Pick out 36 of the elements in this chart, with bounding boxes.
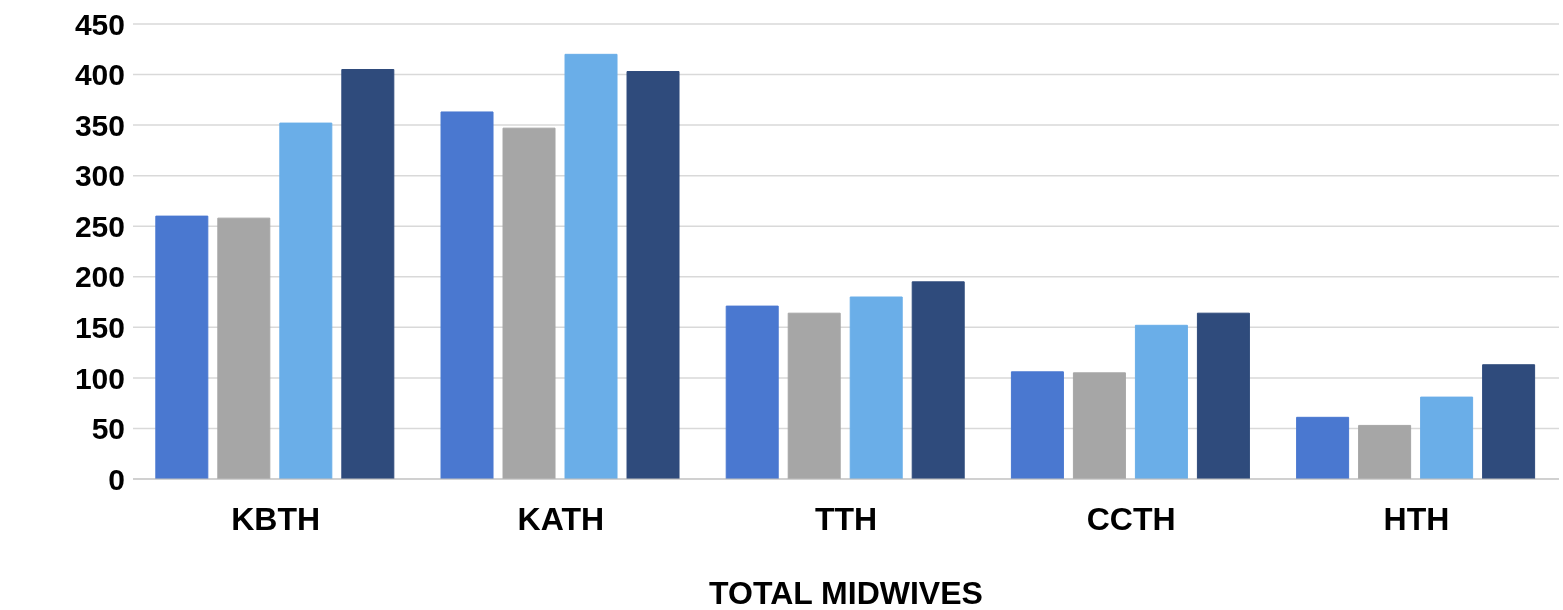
x-tick-label: CCTH — [1086, 500, 1176, 537]
bar — [849, 296, 903, 479]
bar — [1072, 372, 1126, 479]
bar — [1358, 424, 1412, 479]
bar — [911, 281, 965, 479]
bar — [725, 305, 779, 479]
bar — [564, 53, 618, 479]
bar — [1010, 371, 1064, 479]
bar — [502, 127, 556, 479]
y-tick-label: 0 — [108, 462, 125, 496]
y-tick-label: 450 — [74, 7, 125, 41]
x-tick-label: HTH — [1383, 500, 1450, 537]
y-tick-label: 250 — [74, 209, 125, 243]
bar — [440, 111, 494, 479]
bar — [626, 71, 680, 479]
bar — [217, 217, 271, 479]
bar — [279, 122, 333, 479]
x-tick-label: KATH — [517, 500, 605, 537]
bar — [1420, 396, 1474, 479]
y-tick-label: 150 — [74, 310, 125, 344]
bar — [787, 312, 841, 479]
bar — [155, 215, 209, 479]
bar — [1482, 364, 1536, 479]
bar — [1296, 416, 1350, 479]
y-tick-label: 300 — [74, 159, 125, 193]
bar — [1134, 324, 1188, 479]
x-tick-label: KBTH — [231, 500, 321, 537]
y-tick-label: 100 — [74, 361, 125, 395]
x-tick-label: TTH — [814, 500, 878, 537]
bar — [1196, 312, 1250, 479]
y-tick-label: 400 — [74, 58, 125, 92]
y-tick-label: 50 — [91, 412, 125, 446]
y-tick-label: 200 — [74, 260, 125, 294]
bar — [341, 69, 395, 479]
y-tick-label: 350 — [74, 108, 125, 142]
x-axis-title: TOTAL MIDWIVES — [709, 575, 983, 610]
